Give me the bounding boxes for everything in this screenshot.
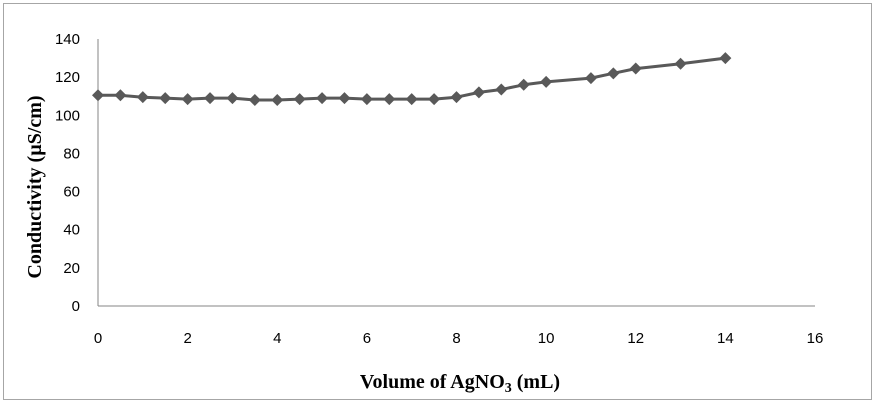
x-tick-label: 2 [183,330,191,347]
y-tick-label: 80 [63,145,80,162]
data-point-marker [719,52,732,65]
y-tick-label: 0 [72,298,80,315]
data-point-marker [607,67,620,80]
y-tick-label: 100 [55,107,80,124]
data-point-marker [495,83,508,96]
x-tick-label: 8 [452,330,460,347]
data-point-marker [338,92,351,105]
series-layer [92,52,732,107]
data-point-marker [472,86,485,99]
data-point-marker [674,57,687,70]
data-point-marker [159,92,172,105]
data-point-marker [114,89,127,102]
x-tick-label: 16 [807,330,824,347]
y-axis-title: Conductivity (µS/cm) [24,95,46,278]
data-point-marker [450,91,463,104]
data-point-marker [405,93,418,106]
data-point-marker [293,93,306,106]
data-point-marker [360,93,373,106]
x-tick-label: 10 [538,330,555,347]
chart-frame [3,3,872,400]
data-point-marker [517,78,530,91]
y-tick-label: 20 [63,260,80,277]
x-tick-label: 14 [717,330,734,347]
x-tick-label: 0 [94,330,102,347]
x-tick-label: 12 [627,330,644,347]
x-tick-label: 6 [363,330,371,347]
data-point-marker [540,75,553,88]
data-point-marker [92,89,104,102]
x-axis-title: Volume of AgNO3 (mL) [360,371,560,396]
data-point-marker [181,93,194,106]
data-point-marker [383,93,396,106]
y-tick-label: 120 [55,69,80,86]
tick-labels: 0 2 4 6 8 10 12 14 16 0 20 40 60 80 100 120 140 [55,31,823,347]
data-point-marker [248,94,261,107]
data-point-marker [204,92,217,105]
data-point-marker [428,93,441,106]
axes [97,39,815,307]
x-tick-label: 4 [273,330,281,347]
y-tick-label: 40 [63,222,80,239]
y-tick-label: 60 [63,184,80,201]
data-point-marker [629,62,642,75]
data-point-marker [226,92,239,105]
data-point-marker [271,94,284,107]
y-tick-label: 140 [55,31,80,48]
data-point-marker [584,72,597,85]
data-point-marker [316,92,329,105]
data-point-marker [136,91,149,104]
